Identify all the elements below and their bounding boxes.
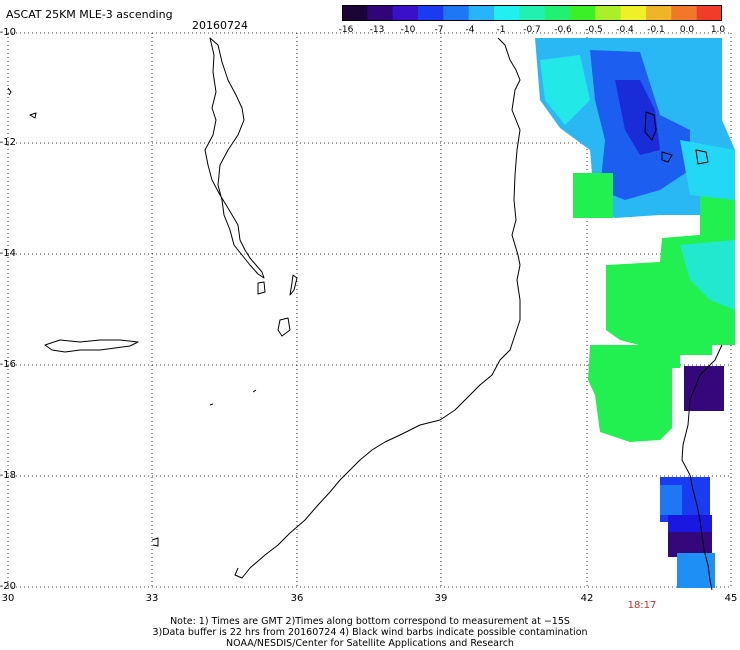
colorbar-swatch [494,5,520,21]
longitude-label: 33 [145,593,159,604]
colorbar-tick-label: -0.4 [616,25,634,35]
longitude-label: 36 [290,593,304,604]
longitude-label: 42 [580,593,594,604]
colorbar-tick-label: -0.5 [585,25,603,35]
colorbar-tick-label: -10 [400,25,416,35]
colorbar-tick-label: -0.6 [554,25,572,35]
latitude-label: -14 [0,248,16,259]
coastline-madagascar [681,344,723,591]
coastline-lake-small-south [277,317,291,337]
coastline-anjouan [661,151,673,163]
coastline-lake-chilwa [257,281,266,295]
coastline-lake-malawi [204,37,265,279]
swath-patch-green [573,173,613,218]
coastlines [7,37,723,591]
colorbar-tick-label: -0.1 [647,25,665,35]
pass-time: 18:17 [627,600,657,611]
swath-bottom-lightblue [660,485,682,515]
colorbar-tick-label: -1 [496,25,506,35]
colorbar-tick-label: -16 [338,25,354,35]
colorbar-swatch [519,5,546,21]
coastline-dot-3 [151,537,159,547]
longitude-label: 30 [1,593,15,604]
note-line-1: Note: 1) Times are GMT 2)Times along bot… [170,616,570,627]
colorbar-swatch [342,5,368,21]
colorbar-tick-label: -13 [369,25,385,35]
colorbar-swatch [468,5,495,21]
colorbar-swatch [570,5,596,21]
colorbar [342,5,722,21]
colorbar-swatch [443,5,470,21]
colorbar-swatch [544,5,571,21]
coastline-grande-comore [644,111,657,141]
colorbar-tick-label: -4 [465,25,475,35]
colorbar-tick-label: 1.0 [710,25,726,35]
coastline-mayotte [695,149,709,165]
swath-edge-cyan [540,55,590,125]
colorbar-swatch [595,5,622,21]
coastline-lake-west [29,112,37,119]
swath-mid-cyan [680,240,735,310]
colorbar-tick-label: -7 [434,25,444,35]
colorbar-swatch [392,5,419,21]
coastline-lake-kariba [44,339,139,353]
longitude-label: 39 [434,593,448,604]
latitude-label: -20 [0,581,16,592]
note-line-3: NOAA/NESDIS/Center for Satellite Applica… [226,638,514,649]
latitude-label: -16 [0,359,16,370]
colorbar-swatch [696,5,722,21]
product-title: ASCAT 25KM MLE-3 ascending [6,8,173,21]
coastline-dot-2 [209,403,214,406]
latitude-label: -18 [0,470,16,481]
note-line-2: 3)Data buffer is 22 hrs from 20160724 4)… [152,627,588,638]
ascat-swath [535,38,735,588]
longitude-label: 45 [724,593,738,604]
colorbar-tick-label: 0.0 [679,25,695,35]
colorbar-frame [342,5,722,21]
colorbar-swatch [620,5,647,21]
colorbar-swatch [646,5,672,21]
coastline-small-lake [289,274,298,296]
coastline-dot-1 [252,389,257,393]
product-date: 20160724 [192,19,248,32]
swath-patch-cyan [680,140,735,200]
colorbar-swatch [418,5,444,21]
coastline-mainland [234,37,521,579]
coastline-lake-northwest [7,87,12,96]
colorbar-swatch [671,5,698,21]
latitude-label: -10 [0,27,16,38]
latitude-label: -12 [0,137,16,148]
colorbar-swatch [367,5,394,21]
swath-region-south [588,345,680,442]
colorbar-tick-label: -0.7 [523,25,541,35]
swath-patch-purple [684,366,724,411]
swath-bottom-sky [677,553,715,588]
